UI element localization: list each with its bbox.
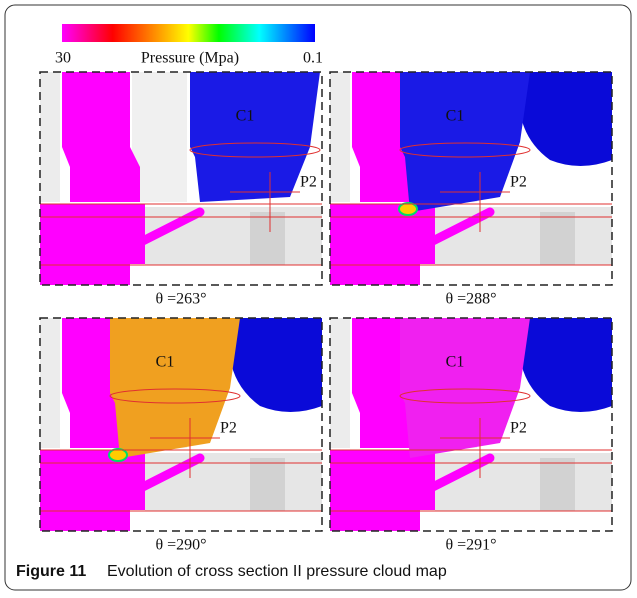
gray-block: [435, 207, 612, 265]
panel: C1 P2: [40, 318, 322, 531]
left-block: [330, 204, 435, 264]
gray-block: [145, 453, 322, 511]
left-block: [330, 450, 435, 510]
left-block: [40, 450, 145, 510]
gray-zone: [40, 72, 60, 202]
angle-label: θ =290°: [155, 537, 206, 554]
chamber-label: C1: [236, 108, 255, 125]
gray-block: [145, 207, 322, 265]
gray-block: [250, 458, 285, 511]
page: 30 Pressure (Mpa) 0.1 Figure 11 Evolutio…: [0, 0, 637, 598]
panel: C1 P2: [330, 318, 612, 531]
panel: C1 P2: [330, 72, 612, 285]
hot-spot: [109, 449, 127, 461]
gray-zone: [132, 72, 187, 202]
chamber-label: C1: [156, 354, 175, 371]
port-label: P2: [510, 420, 527, 437]
port-label: P2: [300, 174, 317, 191]
angle-label: θ =263°: [155, 291, 206, 308]
chamber-label: C1: [446, 108, 465, 125]
angle-label: θ =288°: [445, 291, 496, 308]
colorbar-max: 0.1: [303, 50, 323, 67]
gray-zone: [330, 318, 350, 448]
port-label: P2: [220, 420, 237, 437]
figure: 30 Pressure (Mpa) 0.1 Figure 11 Evolutio…: [0, 0, 637, 598]
gray-block: [540, 212, 575, 265]
gray-block: [435, 453, 612, 511]
colorbar-min: 30: [55, 50, 71, 67]
gray-block: [540, 458, 575, 511]
caption-text: Evolution of cross section II pressure c…: [107, 563, 447, 580]
gray-zone: [330, 72, 350, 202]
hot-spot: [399, 203, 417, 215]
chamber-label: C1: [446, 354, 465, 371]
colorbar: [62, 24, 315, 42]
gray-block: [250, 212, 285, 265]
left-block: [40, 204, 145, 264]
left-channel: [62, 72, 140, 202]
colorbar-title: Pressure (Mpa): [141, 50, 239, 67]
port-label: P2: [510, 174, 527, 191]
panel: C1 P2: [40, 72, 322, 285]
angle-label: θ =291°: [445, 537, 496, 554]
caption-label: Figure 11: [16, 563, 86, 580]
gray-zone: [40, 318, 60, 448]
